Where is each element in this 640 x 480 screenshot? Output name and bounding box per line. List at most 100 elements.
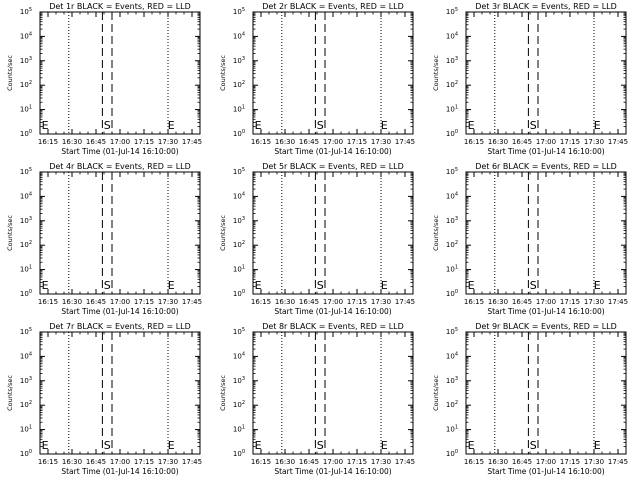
x-tick-label: 17:30 xyxy=(158,298,178,306)
x-tick-label: 17:30 xyxy=(371,138,391,146)
y-axis-label: Counts/sec xyxy=(219,55,227,91)
x-tick-label: 16:15 xyxy=(251,458,271,466)
x-axis-label: Start Time (01-Jul-14 16:10:00) xyxy=(61,307,178,316)
end-marker-label: E xyxy=(594,279,601,292)
x-tick-label: 16:30 xyxy=(62,138,82,146)
end-marker-label: E xyxy=(381,119,388,132)
plot-frame xyxy=(465,331,627,455)
detector-panel-5: Det 5r BLACK = Events, RED = LLD 100 101 10… xyxy=(219,162,415,316)
y-axis-label: Counts/sec xyxy=(219,215,227,251)
x-tick-label: 16:45 xyxy=(86,138,106,146)
y-tick-label: 100 xyxy=(446,129,458,138)
s-marker-label: S xyxy=(530,119,537,132)
detector-panel-7: Det 7r BLACK = Events, RED = LLD 100 101 10… xyxy=(6,322,202,476)
x-tick-label: 17:30 xyxy=(584,298,604,306)
plot-frame xyxy=(39,331,201,455)
y-tick-label: 100 xyxy=(20,289,32,298)
x-tick-label: 16:15 xyxy=(251,138,271,146)
y-tick-label: 105 xyxy=(20,7,32,16)
detector-panel-8: Det 8r BLACK = Events, RED = LLD 100 101 10… xyxy=(219,322,415,476)
y-tick-label: 101 xyxy=(20,425,32,434)
x-tick-label: 16:15 xyxy=(464,138,484,146)
s-marker-label: S xyxy=(530,279,537,292)
x-tick-label: 17:00 xyxy=(323,298,343,306)
end-marker-label: E xyxy=(594,439,601,452)
x-tick-label: 17:45 xyxy=(395,458,415,466)
x-tick-label: 17:00 xyxy=(536,298,556,306)
x-axis-label: Start Time (01-Jul-14 16:10:00) xyxy=(274,307,391,316)
y-axis-label: Counts/sec xyxy=(6,215,14,251)
x-tick-label: 17:15 xyxy=(347,138,367,146)
y-tick-label: 102 xyxy=(233,400,245,409)
x-tick-label: 16:45 xyxy=(512,138,532,146)
x-tick-label: 17:45 xyxy=(182,298,202,306)
start-marker-label: E xyxy=(42,119,49,132)
detector-panel-9: Det 9r BLACK = Events, RED = LLD 100 101 10… xyxy=(432,322,628,476)
x-tick-label: 17:00 xyxy=(110,138,130,146)
y-tick-label: 105 xyxy=(446,7,458,16)
x-tick-label: 16:30 xyxy=(275,138,295,146)
x-tick-label: 17:30 xyxy=(371,458,391,466)
x-tick-label: 17:45 xyxy=(608,298,628,306)
y-tick-label: 105 xyxy=(446,327,458,336)
y-tick-label: 104 xyxy=(20,191,32,200)
x-tick-label: 16:45 xyxy=(299,298,319,306)
y-tick-label: 105 xyxy=(20,167,32,176)
x-tick-label: 16:45 xyxy=(299,138,319,146)
x-tick-label: 16:15 xyxy=(38,138,58,146)
x-axis-label: Start Time (01-Jul-14 16:10:00) xyxy=(487,147,604,156)
y-tick-label: 100 xyxy=(20,449,32,458)
x-tick-label: 16:15 xyxy=(38,458,58,466)
y-tick-label: 105 xyxy=(20,327,32,336)
y-tick-label: 104 xyxy=(20,351,32,360)
y-tick-label: 102 xyxy=(20,400,32,409)
start-marker-label: E xyxy=(255,279,262,292)
x-tick-label: 17:00 xyxy=(110,458,130,466)
plot-frame xyxy=(252,331,414,455)
y-tick-label: 103 xyxy=(233,376,245,385)
x-tick-label: 17:15 xyxy=(134,138,154,146)
x-tick-label: 17:45 xyxy=(395,298,415,306)
y-axis-label: Counts/sec xyxy=(432,375,440,411)
x-tick-label: 17:30 xyxy=(158,138,178,146)
y-tick-label: 101 xyxy=(20,265,32,274)
y-tick-label: 102 xyxy=(20,240,32,249)
s-marker-label: S xyxy=(530,439,537,452)
x-tick-label: 17:45 xyxy=(182,458,202,466)
s-marker-label: S xyxy=(317,439,324,452)
plot-frame xyxy=(252,11,414,135)
y-tick-label: 101 xyxy=(233,105,245,114)
y-tick-label: 102 xyxy=(446,80,458,89)
y-tick-label: 105 xyxy=(233,327,245,336)
x-tick-label: 17:45 xyxy=(395,138,415,146)
y-tick-label: 100 xyxy=(446,289,458,298)
x-tick-label: 16:45 xyxy=(86,458,106,466)
x-tick-label: 17:15 xyxy=(560,458,580,466)
start-marker-label: E xyxy=(255,439,262,452)
s-marker-label: S xyxy=(317,279,324,292)
y-tick-label: 100 xyxy=(233,289,245,298)
y-axis-label: Counts/sec xyxy=(432,55,440,91)
x-axis-label: Start Time (01-Jul-14 16:10:00) xyxy=(61,147,178,156)
y-tick-label: 102 xyxy=(233,80,245,89)
s-marker-label: S xyxy=(317,119,324,132)
x-tick-label: 17:15 xyxy=(347,298,367,306)
plot-frame xyxy=(39,11,201,135)
x-tick-label: 17:30 xyxy=(158,458,178,466)
y-axis-label: Counts/sec xyxy=(6,55,14,91)
x-tick-label: 17:45 xyxy=(182,138,202,146)
start-marker-label: E xyxy=(468,279,475,292)
panel-title: Det 4r BLACK = Events, RED = LLD xyxy=(49,162,191,171)
y-tick-label: 101 xyxy=(20,105,32,114)
x-tick-label: 16:15 xyxy=(464,458,484,466)
y-tick-label: 103 xyxy=(20,56,32,65)
y-tick-label: 103 xyxy=(20,216,32,225)
x-axis-label: Start Time (01-Jul-14 16:10:00) xyxy=(274,467,391,476)
x-axis-label: Start Time (01-Jul-14 16:10:00) xyxy=(487,307,604,316)
y-tick-label: 102 xyxy=(20,80,32,89)
x-tick-label: 17:45 xyxy=(608,458,628,466)
panel-title: Det 7r BLACK = Events, RED = LLD xyxy=(49,322,191,331)
y-tick-label: 103 xyxy=(446,56,458,65)
y-tick-label: 101 xyxy=(446,425,458,434)
y-tick-label: 103 xyxy=(446,376,458,385)
